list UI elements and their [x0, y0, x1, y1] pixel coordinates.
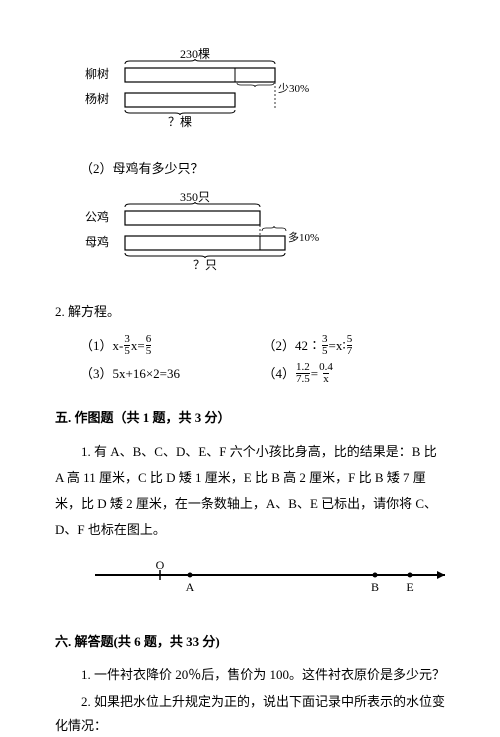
eq1-mid: x=: [131, 334, 145, 357]
number-line: O A B E: [95, 557, 445, 609]
problem-6-2: 2. 如果把水位上升规定为正的，说出下面记录中所表示的水位变化情况：: [55, 690, 445, 737]
frac-icon: 35: [124, 334, 130, 358]
bar-diagram2-svg: 350只 公鸡 多10% 母鸡 ？只: [85, 191, 325, 273]
problem-5-1: 1. 有 A、B、C、D、E、F 六个小孩比身高，比的结果是：B 比 A 高 1…: [55, 439, 445, 543]
frac-icon: 35: [322, 334, 328, 358]
frac-icon: 65: [146, 334, 152, 358]
eq2-mid: =x∶: [329, 334, 346, 357]
eq4-mid: =: [311, 362, 318, 385]
frac-icon: 1.27.5: [296, 362, 310, 386]
problem-6-1: 1. 一件衬衣降价 20％后，售价为 100。这件衬衣原价是多少元？: [55, 663, 445, 686]
eq-2: （2）42∶ 35 =x∶ 57: [263, 334, 446, 358]
eq-3: （3）5x+16×2=36: [80, 362, 263, 386]
frac-icon: 0.4x: [319, 362, 333, 386]
bottom-label-2: ？只: [193, 258, 217, 272]
eq1-prefix: （1）x-: [80, 334, 123, 357]
eq-1: （1）x- 35 x= 65: [80, 334, 263, 358]
eq2-prefix: （2）42∶: [263, 334, 322, 357]
eq4-prefix: （4）: [263, 362, 296, 385]
side-label-2: 多10%: [288, 230, 319, 244]
section-5-heading: 五. 作图题（共 1 题，共 3 分）: [55, 406, 445, 429]
row2-label: 杨树: [85, 91, 109, 106]
bottom-label: ？棵: [168, 114, 192, 129]
point-e: E: [406, 580, 413, 594]
point-b: B: [371, 580, 379, 594]
section-6-heading: 六. 解答题(共 6 题，共 33 分): [55, 630, 445, 653]
eq-row-1: （1）x- 35 x= 65 （2）42∶ 35 =x∶ 57: [80, 334, 445, 358]
subquestion-2: （2）母鸡有多少只？: [80, 157, 445, 180]
q2-title: 2. 解方程。: [55, 300, 445, 323]
frac-icon: 57: [347, 334, 353, 358]
eq-row-2: （3）5x+16×2=36 （4） 1.27.5 = 0.4x: [80, 362, 445, 386]
row2-label-2: 母鸡: [85, 234, 109, 249]
bar-diagram-svg: 230棵 柳树 少30% 杨树 ？棵: [85, 48, 315, 130]
diagram-willow-poplar: 230棵 柳树 少30% 杨树 ？棵: [85, 48, 445, 137]
eq-4: （4） 1.27.5 = 0.4x: [263, 362, 446, 386]
diagram-rooster-hen: 350只 公鸡 多10% 母鸡 ？只: [85, 191, 445, 280]
side-label: 少30%: [278, 82, 309, 95]
number-line-svg: O A B E: [95, 557, 455, 602]
origin-label: O: [156, 558, 165, 572]
row1-label: 柳树: [85, 66, 109, 81]
point-a: A: [186, 580, 195, 594]
row1-label-2: 公鸡: [85, 209, 109, 224]
